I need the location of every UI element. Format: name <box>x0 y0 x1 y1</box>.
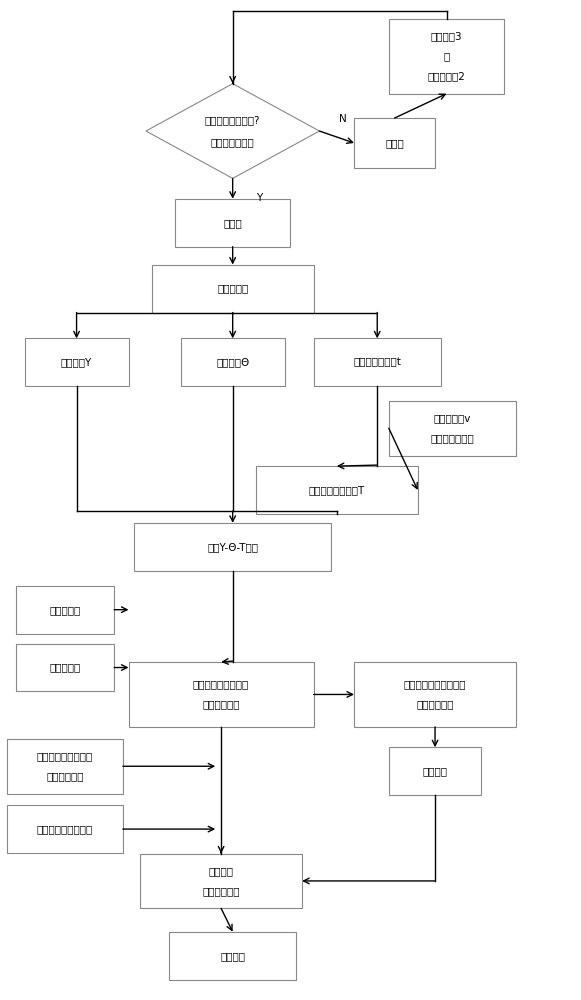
Bar <box>354 662 516 727</box>
Bar <box>16 644 114 691</box>
Text: 钢烟囱直径: 钢烟囱直径 <box>49 663 81 673</box>
Text: 数据采集仪: 数据采集仪 <box>217 284 248 294</box>
Text: 电磁超声波探头: 电磁超声波探头 <box>211 137 254 147</box>
Bar <box>169 932 296 980</box>
Text: 控制器: 控制器 <box>385 138 404 148</box>
Bar <box>389 747 481 795</box>
Text: 钢内筒厚度分布数据: 钢内筒厚度分布数据 <box>37 751 93 761</box>
Bar <box>389 401 516 456</box>
Text: 环向轨道3: 环向轨道3 <box>431 31 462 41</box>
Text: 环向位置Θ: 环向位置Θ <box>216 357 249 367</box>
Text: 建立Y-Θ-T序列: 建立Y-Θ-T序列 <box>207 542 258 552</box>
Text: N: N <box>339 114 346 124</box>
Bar <box>354 118 435 168</box>
Bar <box>128 662 314 727</box>
Bar <box>16 586 114 634</box>
Bar <box>181 338 285 386</box>
Bar <box>24 338 128 386</box>
Text: 是否到达测量位置?: 是否到达测量位置? <box>205 115 260 125</box>
Text: 进行本次测试的时间: 进行本次测试的时间 <box>37 824 93 834</box>
Text: 各个测量点的: 各个测量点的 <box>202 886 240 896</box>
Bar <box>134 523 331 571</box>
Bar <box>140 854 302 908</box>
Text: 纵向位置Y: 纵向位置Y <box>61 357 92 367</box>
Text: 驱动爬升器2: 驱动爬升器2 <box>428 71 465 81</box>
Text: 三维钢内筒厚度分布图: 三维钢内筒厚度分布图 <box>404 679 467 689</box>
Text: 钢内筒厚度分布数据: 钢内筒厚度分布数据 <box>193 679 249 689</box>
Text: 超声波在钢材中: 超声波在钢材中 <box>431 433 474 443</box>
Text: 钢烟囱高度: 钢烟囱高度 <box>49 605 81 615</box>
Bar <box>256 466 418 514</box>
Text: 和: 和 <box>443 51 450 61</box>
Text: 控制器: 控制器 <box>223 218 242 228</box>
Text: 腐蚀风险: 腐蚀风险 <box>209 866 234 876</box>
Text: Y: Y <box>256 193 262 203</box>
Text: 本次测量所得: 本次测量所得 <box>417 699 454 709</box>
Bar <box>7 739 123 794</box>
Bar <box>175 199 290 247</box>
Polygon shape <box>146 84 320 178</box>
Text: 本次测量所得: 本次测量所得 <box>202 699 240 709</box>
Bar <box>389 19 504 94</box>
Bar <box>7 805 123 853</box>
Text: 以往测量所得: 以往测量所得 <box>46 771 84 781</box>
Text: 维修建议: 维修建议 <box>220 951 245 961</box>
Bar <box>152 265 314 313</box>
Text: 的传播速度v: 的传播速度v <box>433 413 471 423</box>
Bar <box>314 338 441 386</box>
Text: 计算钢内筒的厚度T: 计算钢内筒的厚度T <box>309 485 365 495</box>
Text: 腐蚀位置: 腐蚀位置 <box>422 766 447 776</box>
Text: 超声波传播时间t: 超声波传播时间t <box>353 357 401 367</box>
